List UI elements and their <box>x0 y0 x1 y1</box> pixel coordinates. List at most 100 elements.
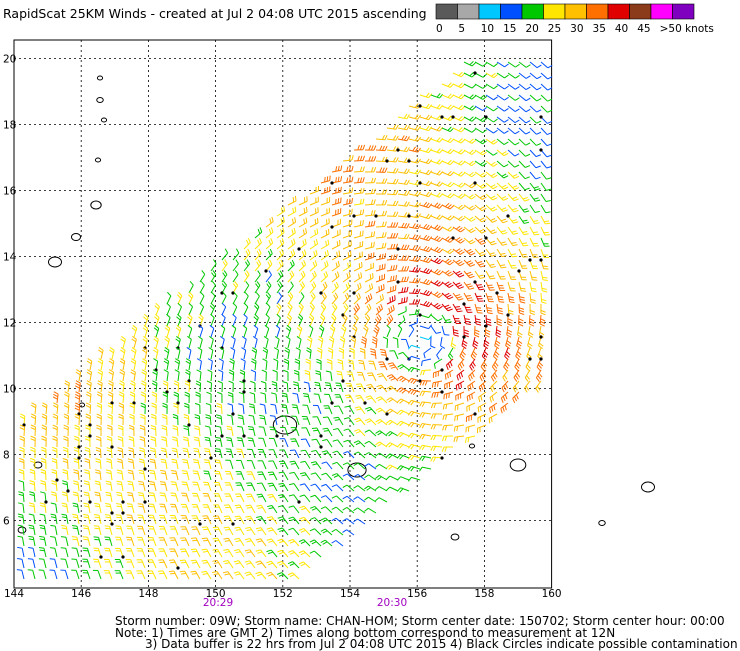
wind-barb <box>458 359 464 370</box>
wind-barb <box>408 345 420 349</box>
wind-barb <box>266 281 271 293</box>
wind-barb <box>64 414 69 425</box>
wind-barb <box>52 458 57 469</box>
wind-barb <box>519 249 528 257</box>
contamination-dot <box>440 456 443 459</box>
wind-barb <box>62 492 68 502</box>
wind-barb <box>497 183 508 189</box>
contamination-dot <box>319 445 322 448</box>
wind-barb <box>497 315 502 326</box>
wind-barb <box>50 548 57 557</box>
wind-barb <box>365 273 373 282</box>
island-outline <box>642 482 655 492</box>
wind-barb <box>255 292 259 304</box>
wind-barb <box>431 414 442 419</box>
wind-barb <box>398 266 409 271</box>
wind-barb <box>115 571 123 579</box>
contamination-dot <box>330 225 333 228</box>
wind-barb <box>354 486 365 491</box>
wind-barb <box>460 348 466 360</box>
wind-barb <box>409 325 414 337</box>
wind-barb <box>203 482 211 491</box>
wind-barb <box>387 135 398 140</box>
wind-barb <box>519 227 529 235</box>
contamination-dot <box>418 104 421 107</box>
wind-barb <box>74 436 80 448</box>
wind-barb <box>280 439 288 447</box>
wind-barb <box>222 270 227 282</box>
wind-barb <box>50 559 57 568</box>
wind-barb <box>536 370 542 382</box>
wind-barb <box>324 406 332 414</box>
wind-barb <box>517 269 526 279</box>
island-outline <box>510 459 526 471</box>
wind-barb <box>238 404 244 414</box>
wind-barb <box>277 282 282 293</box>
wind-barb <box>288 292 293 304</box>
wind-barb <box>401 339 409 348</box>
wind-barb <box>348 360 354 370</box>
wind-barb <box>407 213 420 218</box>
wind-barb <box>257 483 266 491</box>
lat-label: 16 <box>3 186 17 198</box>
wind-barb <box>159 527 167 535</box>
wind-barb <box>343 474 354 480</box>
wind-barb <box>30 469 35 480</box>
wind-barb <box>269 438 277 447</box>
wind-barb <box>180 560 189 568</box>
wind-barb <box>31 425 36 436</box>
wind-barb <box>106 481 112 491</box>
wind-barb <box>173 426 178 436</box>
wind-barb <box>518 326 523 337</box>
wind-barb <box>424 348 431 358</box>
wind-barb <box>20 414 26 427</box>
contamination-dot <box>484 115 487 118</box>
wind-barb <box>365 242 374 249</box>
wind-barb <box>453 150 465 155</box>
wind-barb <box>397 466 409 471</box>
wind-barb <box>297 325 302 337</box>
wind-barb <box>486 293 494 302</box>
wind-barb <box>409 256 420 261</box>
wind-barb <box>105 526 112 535</box>
wind-barb <box>299 250 306 260</box>
wind-barb <box>420 268 432 273</box>
wind-barb <box>333 417 343 425</box>
wind-barb <box>284 359 289 370</box>
wind-barb <box>321 518 332 524</box>
wind-barb <box>222 303 226 315</box>
wind-barb <box>72 548 79 557</box>
contamination-dot <box>297 500 300 503</box>
contamination-dot <box>66 489 69 492</box>
wind-barb <box>530 139 541 145</box>
contamination-dot <box>539 148 542 151</box>
wind-barb <box>299 292 304 304</box>
wind-barb <box>387 398 398 403</box>
wind-barb <box>294 370 299 381</box>
wind-barb <box>137 526 145 535</box>
wind-barb <box>491 370 497 381</box>
wind-barb <box>431 326 441 333</box>
wind-barb <box>380 350 389 361</box>
wind-barb <box>319 325 324 337</box>
wind-barb <box>197 370 201 381</box>
wind-barb <box>398 315 405 326</box>
wind-barb <box>212 560 222 568</box>
wind-barb <box>256 528 266 535</box>
wind-barb <box>442 203 454 209</box>
wind-barb <box>98 370 103 381</box>
wind-barb <box>376 232 386 238</box>
wind-barb <box>202 560 211 568</box>
wind-barb <box>87 381 92 392</box>
wind-barb <box>530 73 541 79</box>
wind-barb <box>387 375 398 381</box>
wind-barb <box>431 203 443 209</box>
wind-barb <box>152 403 157 414</box>
wind-barb <box>519 84 530 90</box>
wind-barb <box>195 403 200 414</box>
wind-barb <box>202 549 211 557</box>
wind-barb <box>264 260 272 273</box>
wind-barb <box>119 403 124 414</box>
wind-barb <box>232 325 236 337</box>
wind-barb <box>475 271 485 278</box>
